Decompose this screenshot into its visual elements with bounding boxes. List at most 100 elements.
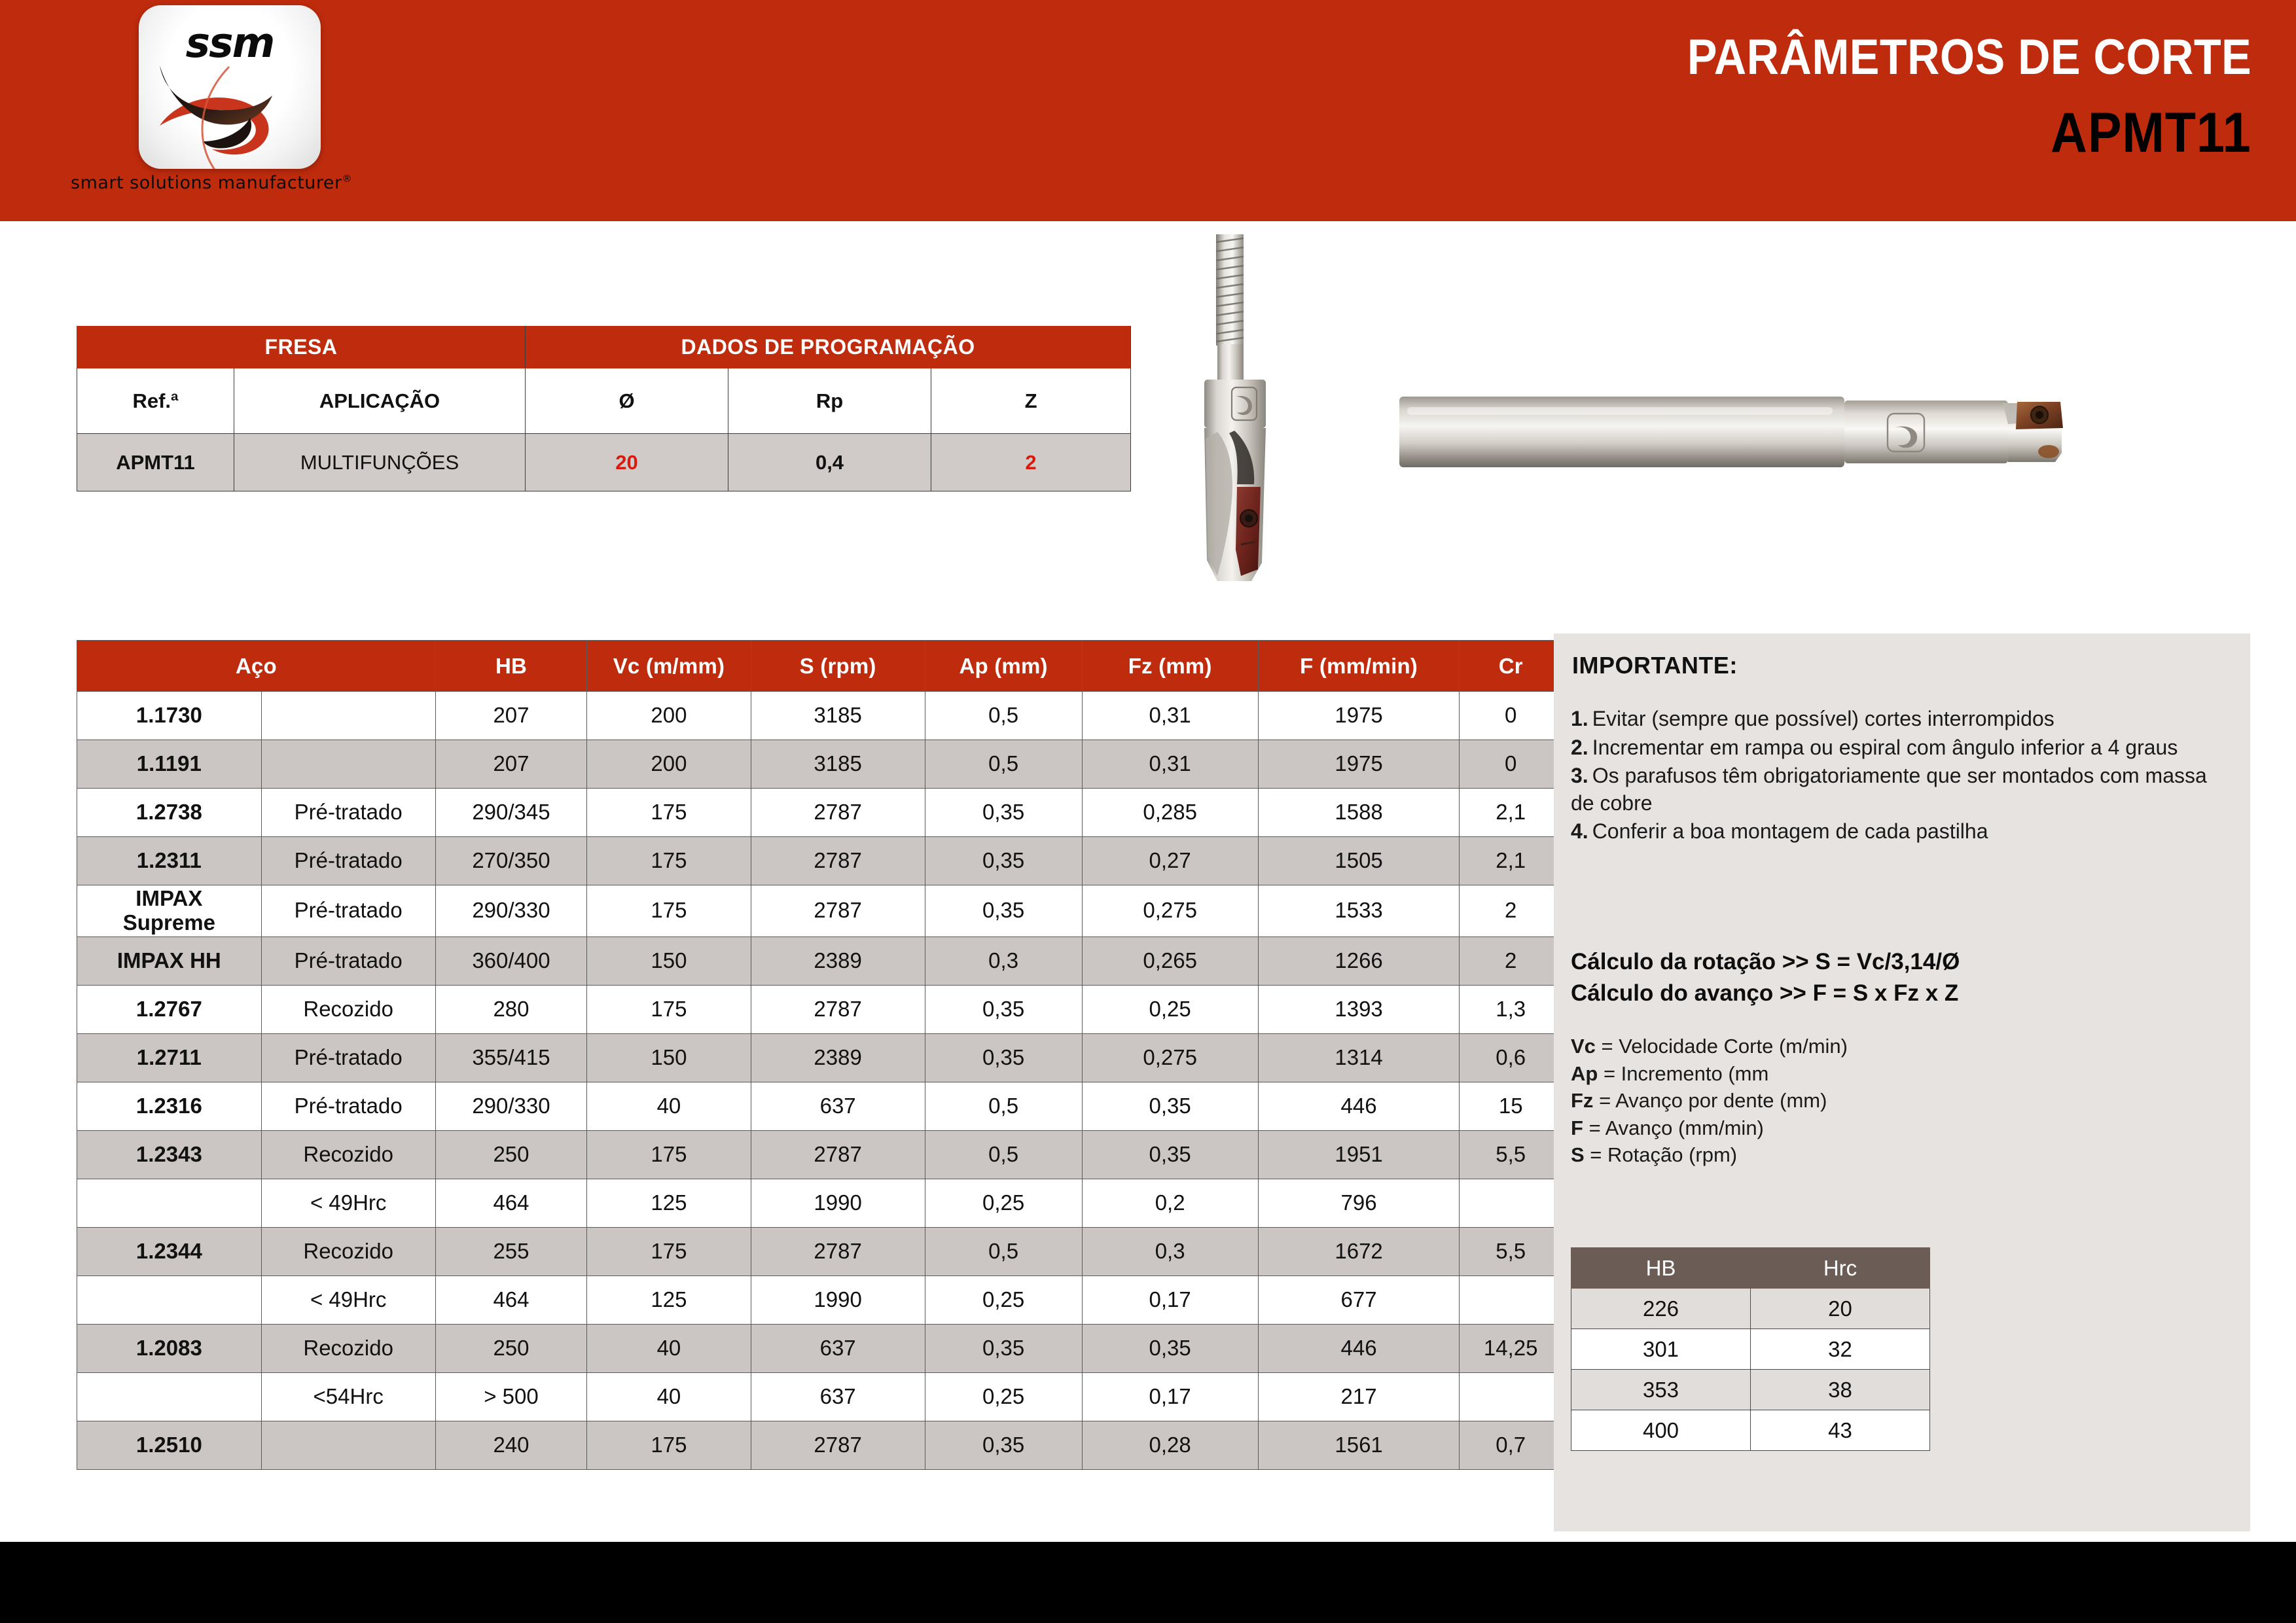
param-cell-s: 2389 [750,1033,925,1082]
formula-line: Cálculo do avanço >> F = S x Fz x Z [1571,980,1959,1007]
param-cell-s: 2787 [750,1420,925,1470]
param-cell-s: 2787 [750,788,925,837]
param-cell-hb: 240 [435,1420,588,1470]
param-cell-hb: 270/350 [435,836,588,885]
param-cell-ap: 0,25 [924,1275,1083,1325]
param-cell-hb: 207 [435,691,588,740]
param-cell-vc: 175 [586,788,751,837]
param-cell-fz: 0,35 [1081,1130,1259,1179]
param-cell-cond: Pré-tratado [260,936,436,986]
param-cell-f: 1588 [1257,788,1460,837]
important-sidebar: IMPORTANTE: 1. Evitar (sempre que possíve… [1554,633,2250,1531]
param-cell-cond: < 49Hrc [260,1178,436,1228]
important-notes-list: 1. Evitar (sempre que possível) cortes in… [1571,705,2232,847]
param-cell-fz: 0,285 [1081,788,1259,837]
hb-hrc-conversion-table: HB Hrc 226 20 301 32 353 38 400 43 [1571,1247,1930,1451]
param-cell-hb: 355/415 [435,1033,588,1082]
legend-item: F = Avanço (mm/min) [1571,1115,2232,1142]
note-number: 2. [1571,735,1588,759]
page-header: ssm [0,0,2296,221]
param-cell-fz: 0,17 [1081,1275,1259,1325]
spec-value-rp: 0,4 [728,433,932,491]
conv-cell-hrc: 43 [1750,1410,1930,1451]
param-cell-cond: Pré-tratado [260,885,436,937]
page-title: PARÂMETROS DE CORTE [1687,29,2251,85]
legend-item: Fz = Avanço por dente (mm) [1571,1087,2232,1115]
param-header-row: Aço HB Vc (m/mm) S (rpm) Ap (mm) Fz (mm)… [77,640,1562,692]
param-cell-cr: 2 [1459,885,1562,937]
param-cell-steel: 1.2316 [77,1081,262,1131]
param-cell-fz: 0,275 [1081,1033,1259,1082]
param-cell-steel [77,1372,262,1421]
param-table-row: 1.2311 Pré-tratado 270/350 175 2787 0,35 0,27 1… [77,836,1562,885]
param-cell-fz: 0,28 [1081,1420,1259,1470]
note-text: Os parafusos têm obrigatoriamente que se… [1571,764,2207,815]
param-table-row: 1.2767 Recozido 280 175 2787 0,35 0,25 1393 1,3 [77,984,1562,1034]
param-cell-ap: 0,35 [924,788,1083,837]
param-cell-s: 2787 [750,1130,925,1179]
param-cell-hb: 250 [435,1130,588,1179]
conv-table-row: 301 32 [1571,1329,1930,1370]
logo-tagline: smart solutions manufacturer® [71,173,353,193]
param-cell-vc: 125 [586,1178,751,1228]
legend-symbol: Fz [1571,1089,1600,1113]
param-cell-vc: 40 [586,1081,751,1131]
param-cell-hb: 360/400 [435,936,588,986]
param-cell-vc: 150 [586,936,751,986]
param-cell-steel [77,1275,262,1325]
spec-col-aplicacao: APLICAÇÃO [233,368,526,434]
formula-line: Cálculo da rotação >> S = Vc/3,14/Ø [1571,949,1960,974]
conv-cell-hrc: 20 [1750,1288,1930,1329]
conv-cell-hrc: 32 [1750,1329,1930,1370]
logo-wordmark: ssm [185,19,276,67]
param-cell-cond: Recozido [260,984,436,1034]
param-cell-steel: 1.2343 [77,1130,262,1179]
legend-description: = Rotação (rpm) [1590,1143,1738,1167]
param-cell-s: 637 [750,1372,925,1421]
spec-col-ref: Ref.ª [77,368,234,434]
param-cell-hb: > 500 [435,1372,588,1421]
param-cell-ap: 0,25 [924,1178,1083,1228]
important-note-item: 3. Os parafusos têm obrigatoriamente que … [1571,762,2232,817]
param-cell-ap: 0,5 [924,740,1083,789]
param-cell-f: 1951 [1257,1130,1460,1179]
legend-symbol: F [1571,1116,1589,1139]
page-footer-bar [0,1542,2296,1623]
param-cell-cond: < 49Hrc [260,1275,436,1325]
param-cell-f: 1266 [1257,936,1460,986]
param-col-aco: Aço [77,640,436,692]
conv-cell-hrc: 38 [1750,1369,1930,1410]
conv-cell-hb: 353 [1571,1369,1751,1410]
param-cell-cond: <54Hrc [260,1372,436,1421]
important-note-item: 4. Conferir a boa montagem de cada pastil… [1571,818,2232,846]
param-cell-s: 2787 [750,984,925,1034]
param-cell-f: 446 [1257,1081,1460,1131]
param-cell-hb: 464 [435,1275,588,1325]
logo-black-swoosh-icon [160,65,272,149]
important-heading: IMPORTANTE: [1572,652,1738,679]
conv-cell-hb: 400 [1571,1410,1751,1451]
param-col-f: F (mm/min) [1257,640,1460,692]
param-cell-ap: 0,5 [924,1081,1083,1131]
param-cell-cond: Recozido [260,1323,436,1373]
param-table-row: 1.1730 207 200 3185 0,5 0,31 1975 0 [77,691,1562,740]
important-note-item: 2. Incrementar em rampa ou espiral com ân… [1571,734,2232,762]
param-cell-hb: 250 [435,1323,588,1373]
note-text: Incrementar em rampa ou espiral com ângu… [1592,735,2178,759]
ssm-logo: ssm [71,1,353,217]
param-cell-vc: 175 [586,1420,751,1470]
conv-table-row: 400 43 [1571,1410,1930,1451]
legend-block: Vc = Velocidade Corte (m/min) Ap = Increm… [1571,1033,2232,1169]
param-cell-fz: 0,31 [1081,691,1259,740]
param-cell-f: 1533 [1257,885,1460,937]
param-cell-fz: 0,27 [1081,836,1259,885]
note-text: Evitar (sempre que possível) cortes inte… [1592,707,2054,730]
param-col-fz: Fz (mm) [1081,640,1259,692]
param-cell-vc: 200 [586,691,751,740]
spec-value-ref: APMT11 [77,433,234,491]
param-cell-fz: 0,25 [1081,984,1259,1034]
param-cell-steel: IMPAX HH [77,936,262,986]
param-cell-cond: Pré-tratado [260,1081,436,1131]
conv-cell-hb: 226 [1571,1288,1751,1329]
